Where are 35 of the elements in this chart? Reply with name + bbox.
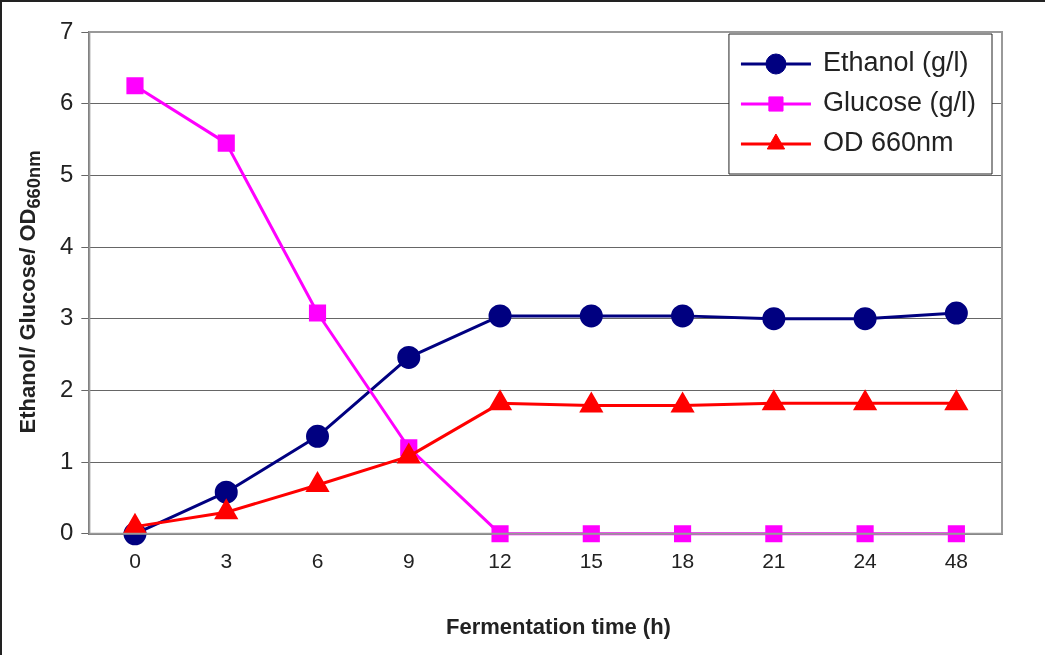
x-axis-title: Fermentation time (h)	[445, 614, 672, 640]
y-tick-label: 7	[59, 16, 74, 44]
x-tick-label: 9	[402, 549, 415, 573]
point	[308, 304, 327, 322]
point	[579, 304, 603, 328]
point	[671, 304, 695, 328]
x-tick-label: 21	[762, 549, 786, 573]
point	[488, 304, 512, 328]
point	[306, 424, 330, 448]
y-tick-label: 1	[59, 446, 74, 474]
y-tick-label: 3	[59, 303, 74, 331]
legend-label: Glucose (g/l)	[822, 87, 977, 118]
x-tick-label: 15	[579, 549, 603, 573]
point	[126, 77, 144, 95]
point	[491, 525, 509, 543]
legend-label: OD 660nm	[822, 127, 954, 158]
point	[853, 307, 877, 331]
x-tick-label: 12	[488, 549, 512, 573]
legend-label: Ethanol (g/l)	[822, 47, 969, 78]
point	[944, 301, 968, 325]
y-tick-label: 5	[59, 160, 74, 187]
y-tick-label: 6	[59, 88, 74, 116]
x-tick-label: 18	[670, 549, 695, 573]
y-tick-label: 0	[59, 518, 74, 546]
x-tick-label: 48	[944, 549, 969, 573]
point	[762, 307, 786, 331]
x-tick-label: 24	[853, 549, 878, 573]
y-tick-label: 2	[59, 375, 74, 403]
y-tick-label: 4	[59, 231, 74, 259]
point	[217, 134, 235, 152]
x-tick-label: 0	[129, 549, 141, 573]
point	[214, 480, 238, 504]
x-tick-label: 6	[311, 549, 324, 573]
x-tick-label: 3	[220, 549, 233, 573]
point	[397, 345, 421, 369]
